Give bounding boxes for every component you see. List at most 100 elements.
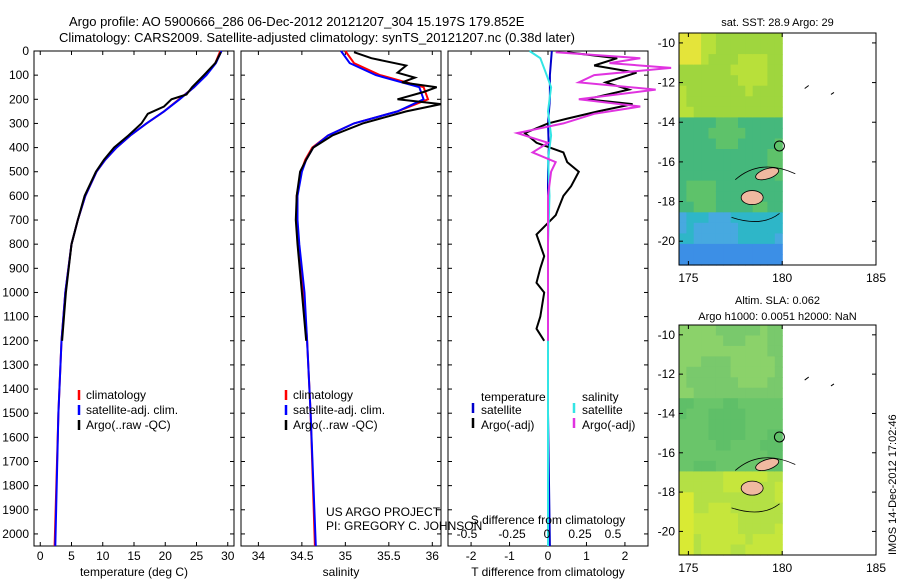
depth-tick-label: 2000 xyxy=(2,527,29,541)
field-cell xyxy=(679,387,687,399)
field-cell xyxy=(730,54,739,66)
field-cell xyxy=(686,138,695,150)
field-cell xyxy=(752,254,761,266)
field-cell xyxy=(745,64,754,76)
field-cell xyxy=(730,377,739,389)
field-cell xyxy=(701,254,710,266)
field-cell xyxy=(701,429,710,441)
map-frame xyxy=(678,324,877,556)
field-cell xyxy=(708,502,717,514)
field-cell xyxy=(679,127,687,139)
field-cell xyxy=(774,106,783,118)
field-cell xyxy=(730,243,739,255)
x-tick-label: -2 xyxy=(466,549,477,563)
field-cell xyxy=(693,325,702,337)
field-cell xyxy=(701,335,710,347)
x-axis-label: salinity xyxy=(323,565,360,579)
field-cell xyxy=(738,325,746,337)
field-cell xyxy=(686,398,695,410)
field-cell xyxy=(723,233,732,245)
map-y-tick-label: -12 xyxy=(658,76,676,90)
field-cell xyxy=(686,33,695,45)
field-cell xyxy=(723,492,732,504)
series-line-climatology xyxy=(53,50,222,547)
field-cell xyxy=(701,222,710,234)
field-cell xyxy=(679,64,687,76)
field-cell xyxy=(723,54,732,66)
field-cell xyxy=(693,149,702,161)
field-cell xyxy=(745,419,754,431)
x-tick-label: -1 xyxy=(504,549,515,563)
field-cell xyxy=(745,43,754,55)
field-cell xyxy=(708,398,717,410)
field-cell xyxy=(693,96,702,108)
field-cell xyxy=(745,212,754,224)
field-cell xyxy=(730,471,739,483)
field-cell xyxy=(686,502,695,514)
field-cell xyxy=(701,481,710,493)
field-cell xyxy=(760,222,769,234)
field-cell xyxy=(774,127,783,139)
field-cell xyxy=(730,75,739,87)
field-cell xyxy=(738,254,746,266)
field-cell xyxy=(708,138,717,150)
field-cell xyxy=(693,460,702,472)
field-cell xyxy=(774,492,783,504)
field-cell xyxy=(767,513,776,525)
field-cell xyxy=(774,335,783,347)
field-cell xyxy=(679,243,687,255)
field-cell xyxy=(701,96,710,108)
field-cell xyxy=(708,85,717,97)
depth-tick-label: 1700 xyxy=(2,454,29,468)
field-cell xyxy=(715,201,724,213)
series-line-t-argo-adj- xyxy=(522,51,637,342)
field-cell xyxy=(679,75,687,87)
field-cell xyxy=(723,201,732,213)
field-cell xyxy=(701,233,710,245)
field-cell xyxy=(715,429,724,441)
salinity-tick-label: -0.25 xyxy=(498,527,526,541)
field-cell xyxy=(738,534,746,546)
field-cell xyxy=(774,513,783,525)
field-cell xyxy=(745,440,754,452)
field-cell xyxy=(745,201,754,213)
field-cell xyxy=(701,149,710,161)
field-cell xyxy=(686,64,695,76)
field-cell xyxy=(767,33,776,45)
field-cell xyxy=(745,492,754,504)
map-y-tick-label: -16 xyxy=(658,155,676,169)
legend-label: satellite-adj. clim. xyxy=(86,403,178,417)
field-cell xyxy=(708,419,717,431)
field-cell xyxy=(693,429,702,441)
field-cell xyxy=(715,64,724,76)
field-cell xyxy=(760,43,769,55)
field-cell xyxy=(701,398,710,410)
field-cell xyxy=(774,471,783,483)
field-cell xyxy=(752,492,761,504)
field-cell xyxy=(693,85,702,97)
field-cell xyxy=(745,429,754,441)
field-cell xyxy=(686,43,695,55)
field-cell xyxy=(708,191,717,203)
depth-tick-label: 1500 xyxy=(2,406,29,420)
field-cell xyxy=(752,106,761,118)
field-cell xyxy=(767,471,776,483)
field-cell xyxy=(774,201,783,213)
field-cell xyxy=(679,33,687,45)
field-cell xyxy=(730,544,739,556)
field-cell xyxy=(723,117,732,129)
field-cell xyxy=(693,233,702,245)
field-cell xyxy=(708,106,717,118)
field-cell xyxy=(723,191,732,203)
x-tick-label: 30 xyxy=(221,549,235,563)
field-cell xyxy=(752,75,761,87)
field-cell xyxy=(723,64,732,76)
field-cell xyxy=(730,201,739,213)
field-cell xyxy=(738,366,746,378)
field-cell xyxy=(767,127,776,139)
x-tick-label: 35 xyxy=(339,549,353,563)
field-cell xyxy=(701,54,710,66)
field-cell xyxy=(701,325,710,337)
field-cell xyxy=(738,356,746,368)
x-tick-label: 2 xyxy=(622,549,629,563)
